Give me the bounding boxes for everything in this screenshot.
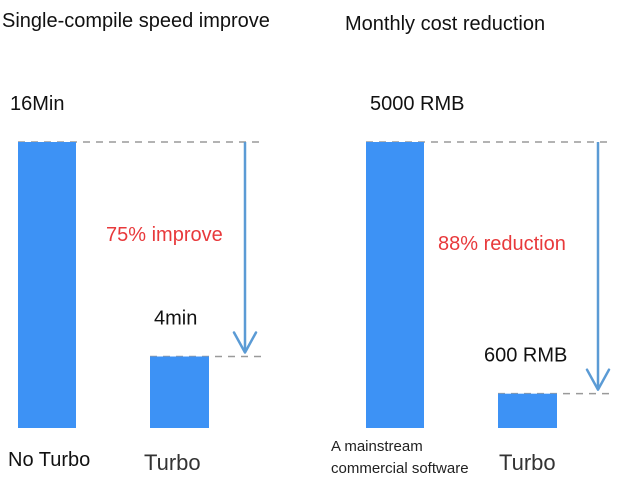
cost-value-label-1: 5000 RMB [370, 93, 465, 115]
cost-category-label-2: Turbo [499, 450, 556, 475]
speed-category-label-1: No Turbo [8, 449, 90, 471]
cost-arrow-head-icon [585, 368, 611, 391]
speed-chart-title: Single-compile speed improve [2, 10, 270, 32]
speed-value-label-2: 4min [154, 308, 197, 330]
speed-arrow-head-icon [232, 331, 258, 354]
speed-value-label-1: 16Min [10, 93, 64, 115]
cost-value-label-2: 600 RMB [484, 345, 567, 367]
cost-bar-1 [366, 142, 424, 428]
cost-annotation: 88% reduction [438, 233, 566, 255]
cost-category-label-1-line-2: commercial software [331, 460, 469, 477]
speed-annotation: 75% improve [106, 224, 223, 246]
cost-category-label-1-line-1: A mainstream [331, 438, 423, 455]
cost-chart-title: Monthly cost reduction [345, 13, 545, 35]
speed-category-label-2: Turbo [144, 450, 201, 475]
cost-bar-2 [498, 393, 557, 428]
speed-bar-1 [18, 142, 76, 428]
speed-bar-2 [150, 356, 209, 428]
